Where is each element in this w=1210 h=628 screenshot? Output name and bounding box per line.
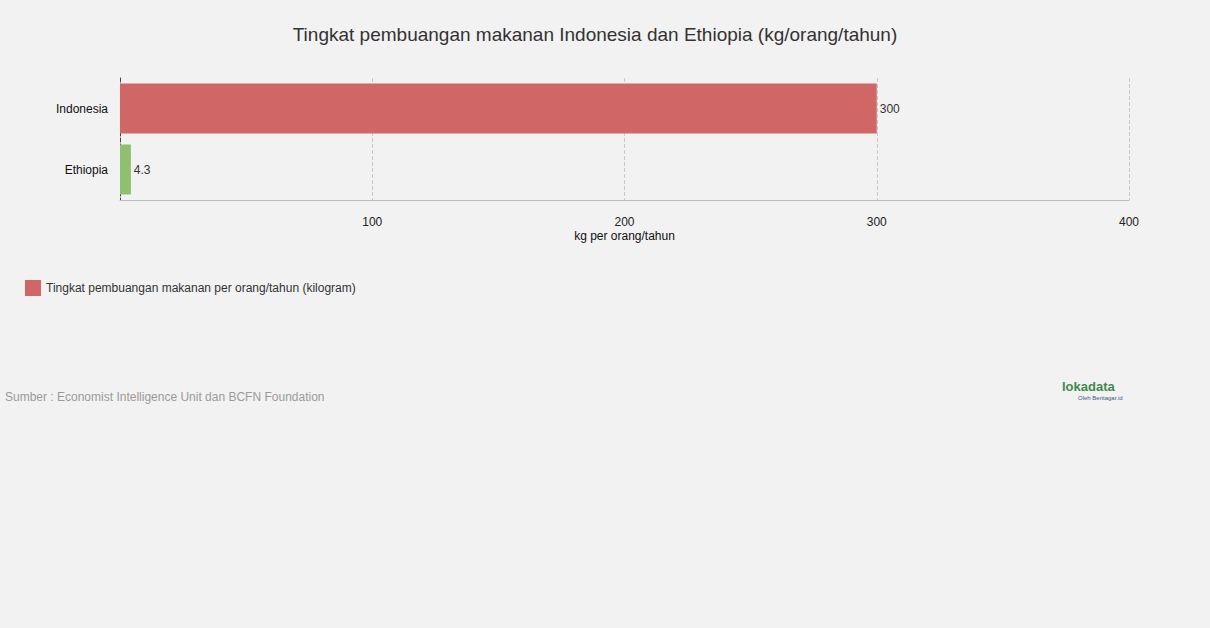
svg-text:Ethiopia: Ethiopia — [65, 163, 109, 177]
svg-text:300: 300 — [880, 102, 900, 116]
svg-text:Tingkat pembuangan makanan per: Tingkat pembuangan makanan per orang/tah… — [46, 281, 356, 295]
svg-text:Oleh Beritagar.id: Oleh Beritagar.id — [1078, 395, 1123, 401]
svg-text:100: 100 — [362, 215, 382, 229]
svg-text:Tingkat pembuangan makanan Ind: Tingkat pembuangan makanan Indonesia dan… — [293, 24, 898, 45]
svg-text:lokadata: lokadata — [1062, 379, 1116, 394]
svg-text:300: 300 — [867, 215, 887, 229]
svg-text:400: 400 — [1119, 215, 1139, 229]
svg-text:200: 200 — [614, 215, 634, 229]
svg-text:4.3: 4.3 — [134, 163, 151, 177]
svg-text:Indonesia: Indonesia — [56, 102, 108, 116]
svg-text:Sumber : Economist Intelligenc: Sumber : Economist Intelligence Unit dan… — [5, 390, 325, 404]
svg-text:kg per orang/tahun: kg per orang/tahun — [574, 229, 675, 243]
